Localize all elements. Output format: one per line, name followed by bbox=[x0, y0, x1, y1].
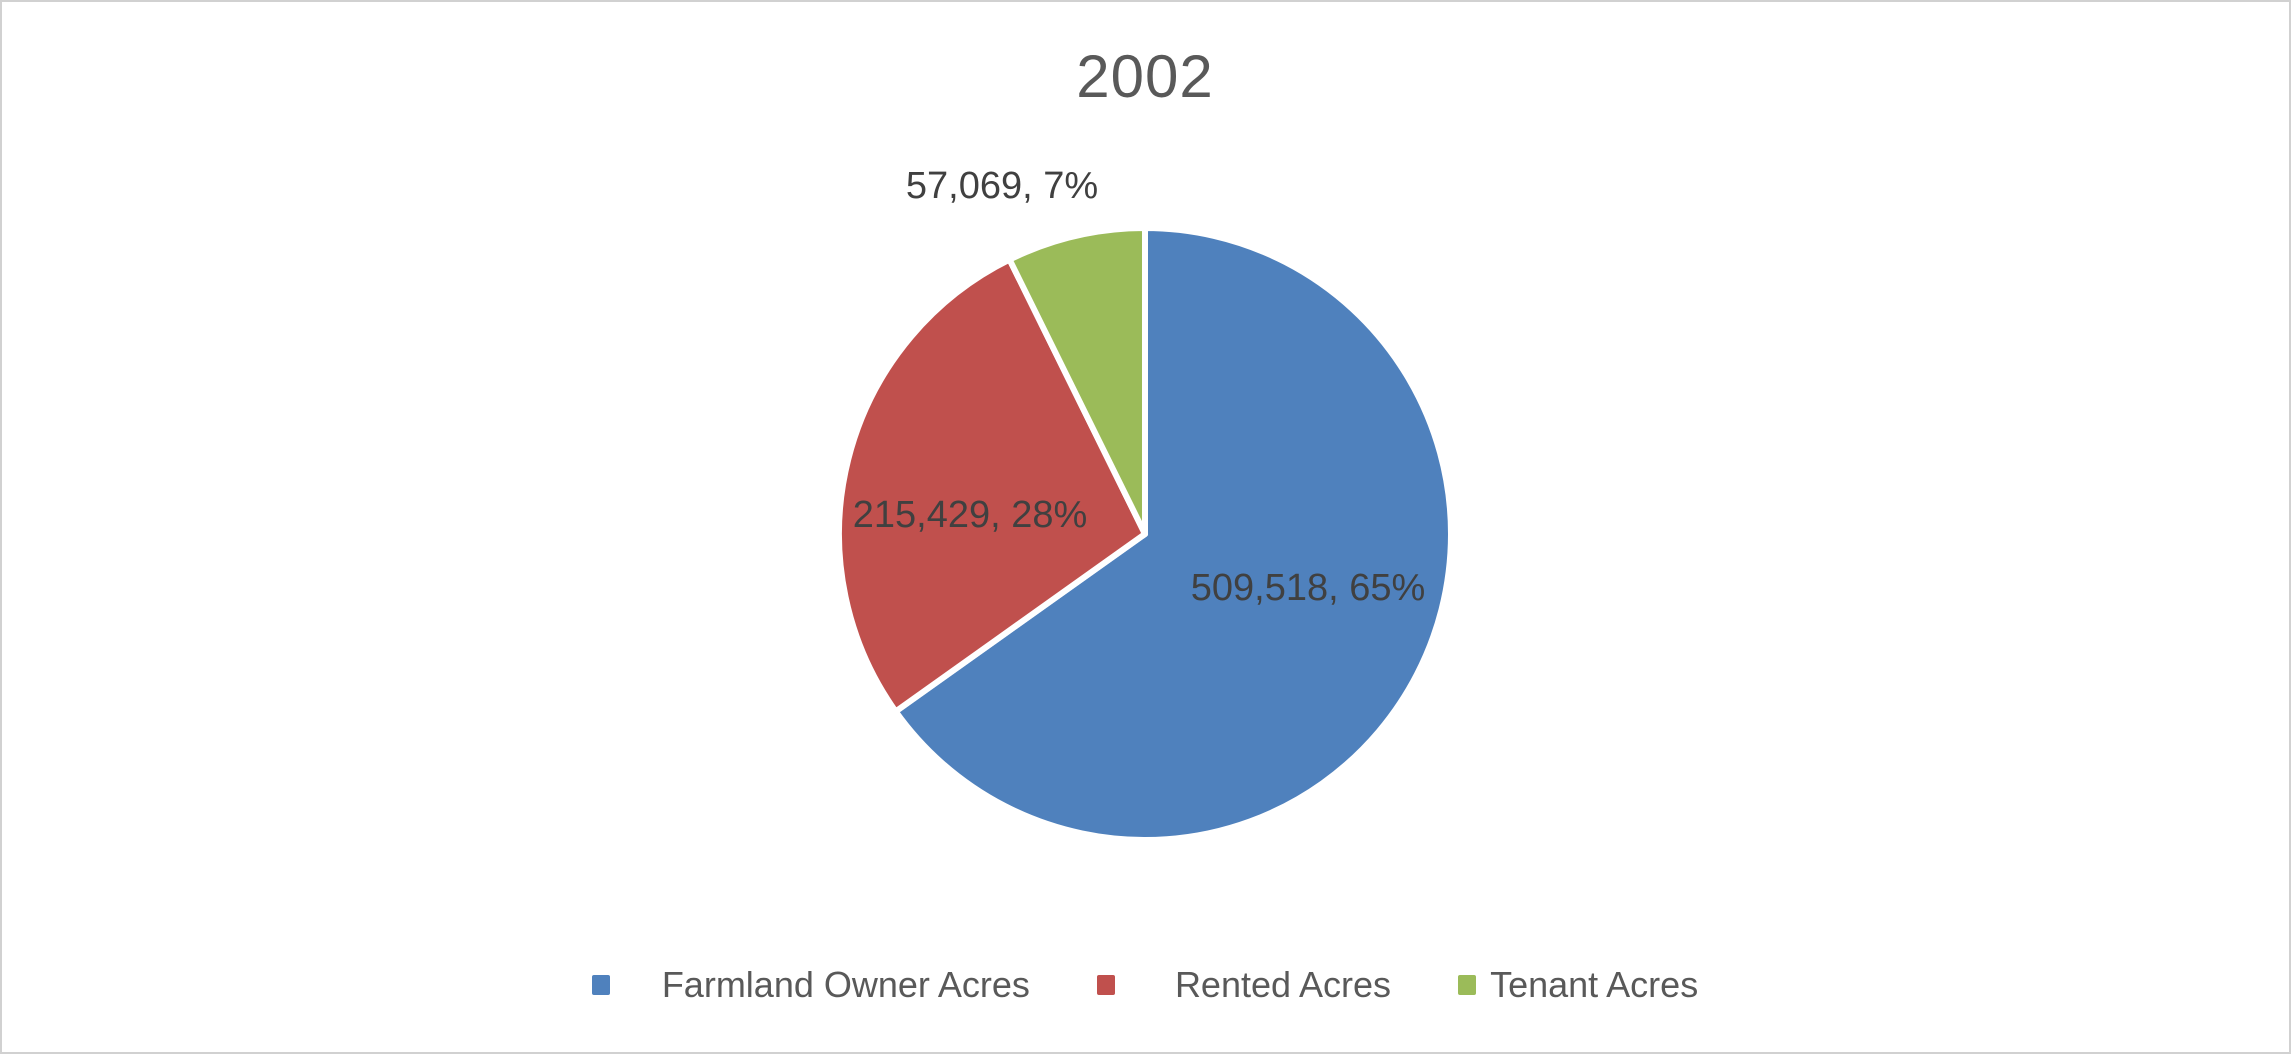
legend-label: Tenant Acres bbox=[1490, 964, 1699, 1005]
legend: Farmland Owner Acres Rented Acres Tenant… bbox=[2, 959, 2288, 1011]
legend-marker-icon bbox=[591, 975, 610, 995]
legend-marker-icon bbox=[1458, 975, 1477, 995]
pie-slice-rented-acres[interactable] bbox=[836, 256, 1148, 715]
legend-item-tenant-acres[interactable]: Tenant Acres bbox=[1458, 967, 1698, 1003]
data-label-tenant-acres: 57,069, 7% bbox=[905, 165, 1099, 207]
data-label-farmland-owner-acres: 509,518, 65% bbox=[1190, 567, 1426, 609]
legend-marker-icon bbox=[1096, 975, 1115, 995]
legend-label: Farmland Owner Acres bbox=[661, 964, 1030, 1005]
legend-item-rented-acres[interactable]: Rented Acres bbox=[1096, 964, 1392, 1005]
legend-item-farmland-owner-acres[interactable]: Farmland Owner Acres bbox=[591, 964, 1030, 1005]
pie-slice-tenant-acres[interactable] bbox=[1006, 225, 1148, 537]
pie-slice-farmland-owner-acres[interactable] bbox=[892, 225, 1455, 843]
legend-label: Rented Acres bbox=[1174, 964, 1392, 1005]
data-label-rented-acres: 215,429, 28% bbox=[852, 494, 1088, 536]
chart-title: 2002 bbox=[1076, 43, 1214, 110]
